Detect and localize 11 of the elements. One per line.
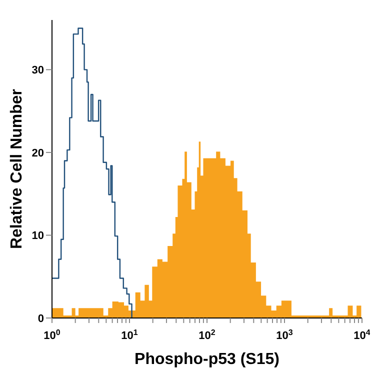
x-tick-label: 10$^{2}$ [198,328,216,342]
y-axis-title: Relative Cell Number [8,88,26,250]
x-axis-title: Phospho-p53 (S15) [134,351,280,368]
x-tick-label: 10$^{4}$ [354,328,371,342]
y-tick-label: 0 [38,312,44,325]
x-tick-label: 10$^{1}$ [121,328,138,342]
x-tick-label: 10$^{3}$ [276,328,294,342]
y-tick-label: 30 [32,64,44,77]
y-tick-label: 20 [32,147,44,160]
x-tick-label: 10$^{0}$ [44,328,61,342]
y-tick-label: 10 [32,230,44,242]
